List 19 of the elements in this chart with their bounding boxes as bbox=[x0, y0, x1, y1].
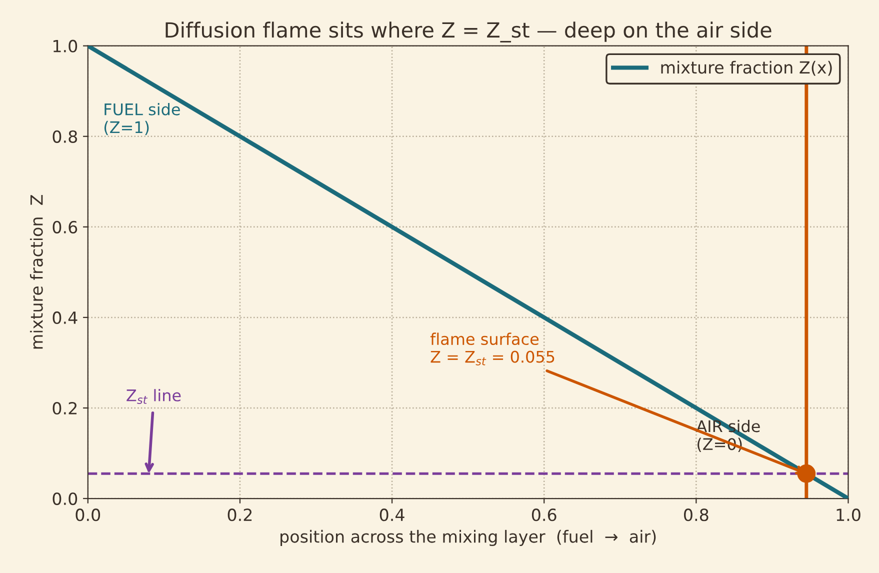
x-tick-label: 0.2 bbox=[228, 508, 252, 522]
y-tick-label: 1.0 bbox=[54, 40, 78, 52]
x-tick-label: 0.0 bbox=[76, 508, 100, 522]
annotation: flame surface Z = Z$_{st}$ = 0.055 bbox=[430, 332, 554, 366]
x-tick-label: 0.6 bbox=[532, 508, 556, 522]
chart-title: Diffusion flame sits where Z = Z_st — deep on the air side bbox=[166, 22, 772, 42]
y-tick-label: 0.4 bbox=[52, 311, 78, 324]
y-tick-label: 0.8 bbox=[52, 130, 78, 143]
legend-label: mixture fraction Z(x) bbox=[661, 60, 832, 76]
x-tick-label: 1.0 bbox=[836, 508, 860, 522]
x-axis-title: position across the mixing layer (fuel → air) bbox=[280, 530, 656, 546]
y-tick-label: 0.2 bbox=[52, 402, 77, 415]
x-tick-label: 0.4 bbox=[380, 508, 404, 522]
y-axis-title: mixture fraction Z bbox=[30, 194, 43, 349]
annotation: FUEL side (Z=1) bbox=[104, 103, 180, 136]
y-tick-label: 0.0 bbox=[52, 492, 78, 506]
y-tick-label: 0.6 bbox=[52, 220, 78, 234]
annotation: Z$_{st}$ line bbox=[126, 389, 181, 404]
x-tick-label: 0.8 bbox=[684, 508, 708, 522]
